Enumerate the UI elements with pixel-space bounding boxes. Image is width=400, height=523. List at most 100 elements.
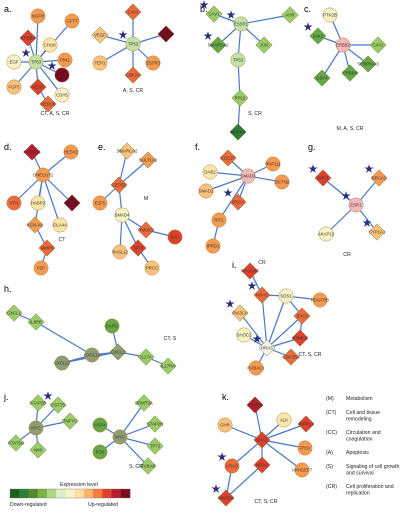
gene-label: DAB2 [204,170,216,175]
panel-category-caption: CR [258,260,266,266]
star-icon [217,452,227,461]
transcript-diamond-marker [241,262,259,280]
panel-category-caption: M [144,196,148,202]
transcript-diamond-marker [281,6,299,24]
gene-node: DAB2 [202,164,218,180]
gene-node: SHC1 [308,164,332,187]
gene-label: CYP1A1 [369,230,386,235]
interaction-edge [261,439,303,471]
transcript-diamond-marker [209,36,227,54]
star-icon [43,391,53,400]
gene-label: STAP2B [147,422,163,427]
protein-circle-marker [278,288,294,304]
network-panels: a. NGFR CFTT ERBB4 CHUK PIN1 EGF TP53 NEDD9 FGF5 V… [3,0,388,507]
gene-label: MYC [31,426,41,431]
gene-label: ESR1 [350,203,362,208]
gene-label: E2F5 [95,201,106,206]
gene-label: ARHGEF7 [292,468,313,473]
panel-d: d. MAP2K6 HESX1 ONECUT1 VTN HABP2 E2F1 KCN-A1 OL… [4,142,81,276]
legend-swatch [111,489,122,498]
transcript-diamond-marker [229,193,247,211]
protein-circle-marker [248,360,264,376]
panel-category-caption: A, S, CR [123,88,143,94]
gene-label: TP53 [233,58,244,63]
gene-label: NEDD9 [55,73,70,78]
transcript-diamond-marker [39,95,57,113]
panel-label: k. [222,392,229,402]
gene-node: CEP55 [110,176,128,194]
gene-label: PIK3CA [232,311,247,316]
gene-label: MAP2K6 [24,150,42,155]
protein-circle-marker [64,13,80,29]
gene-node: HESX1 [63,144,79,160]
panel-label: j. [3,392,9,402]
gene-label: SMAD2 [199,189,214,194]
panel-nodes: NGFR CFTT ERBB4 CHUK PIN1 EGF TP53 NEDD9 FGF5 VEG… [6,3,175,113]
protein-circle-marker [348,197,364,213]
protein-circle-marker [52,217,68,233]
gene-node: IPRD1 [205,238,221,254]
gene-label: SHC3 [296,314,308,319]
transcript-diamond-marker [27,313,45,331]
gene-label: IPRD1 [207,244,220,249]
gene-label: MAPK3 [231,130,246,135]
transcript-diamond-marker [146,415,164,433]
gene-node: CDH5 [54,87,70,103]
gene-node: INPPL1 [297,415,315,433]
star-icon [199,0,209,9]
transcript-diamond-marker [23,143,41,161]
panel-category-caption: CT, A, S, CR [40,111,69,117]
protein-circle-marker [335,37,351,53]
transcript-diamond-marker [139,151,157,169]
panel-label: b. [200,4,208,14]
gene-node: GHR [217,417,233,433]
star-icon [341,191,351,200]
transcript-diamond-marker [341,64,359,82]
protein-circle-marker [63,144,79,160]
panel-category-caption: CT [59,237,67,243]
gene-node: ERBB4 [19,29,37,47]
panel-category-caption: CR [343,252,351,258]
protein-circle-marker [92,55,108,71]
legend-swatch [120,489,131,498]
gene-label: CXCL1 [7,311,21,316]
gene-node: E2F5 [92,195,108,211]
star-icon [226,10,236,19]
gene-label: ESSR1 [234,22,249,27]
legend-swatch [19,489,29,498]
category-code: (S) [326,464,333,470]
transcript-diamond-marker [137,348,155,366]
category-description: Circulation and [346,430,381,436]
gene-node: MAP2K6 [23,143,42,161]
transcript-diamond-marker [313,69,331,87]
panel-category-caption: S, CR [248,111,262,117]
protein-circle-marker [240,168,256,184]
protein-circle-marker [35,167,51,183]
protein-circle-marker [42,37,58,53]
gene-node: PIK3CA [225,299,249,322]
transcript-diamond-marker [7,434,25,452]
gene-node: USP4 [313,69,331,87]
transcript-diamond-marker [26,216,44,234]
category-description: replication [346,491,370,497]
legend-swatch [28,489,38,498]
gene-node: IL8RB [27,313,45,331]
gene-label: NRAS [256,293,268,298]
legend-high-label: Up-regulated [88,502,118,508]
transcript-diamond-marker [5,304,23,322]
gene-node: KRAS [217,452,240,474]
gene-label: HABP2 [31,201,46,206]
gene-node: CHUK [42,37,58,53]
gene-node: VEGF [29,78,47,96]
gene-node: OLA4A [52,217,68,233]
panel-label: g. [308,142,316,152]
gene-label: SERPINA3 [357,62,379,67]
protein-circle-marker [28,420,44,436]
gene-label: NGFR [32,14,44,19]
transcript-diamond-marker [231,304,249,322]
gene-node: RABAC1 [247,360,265,376]
protein-circle-marker [233,16,249,32]
